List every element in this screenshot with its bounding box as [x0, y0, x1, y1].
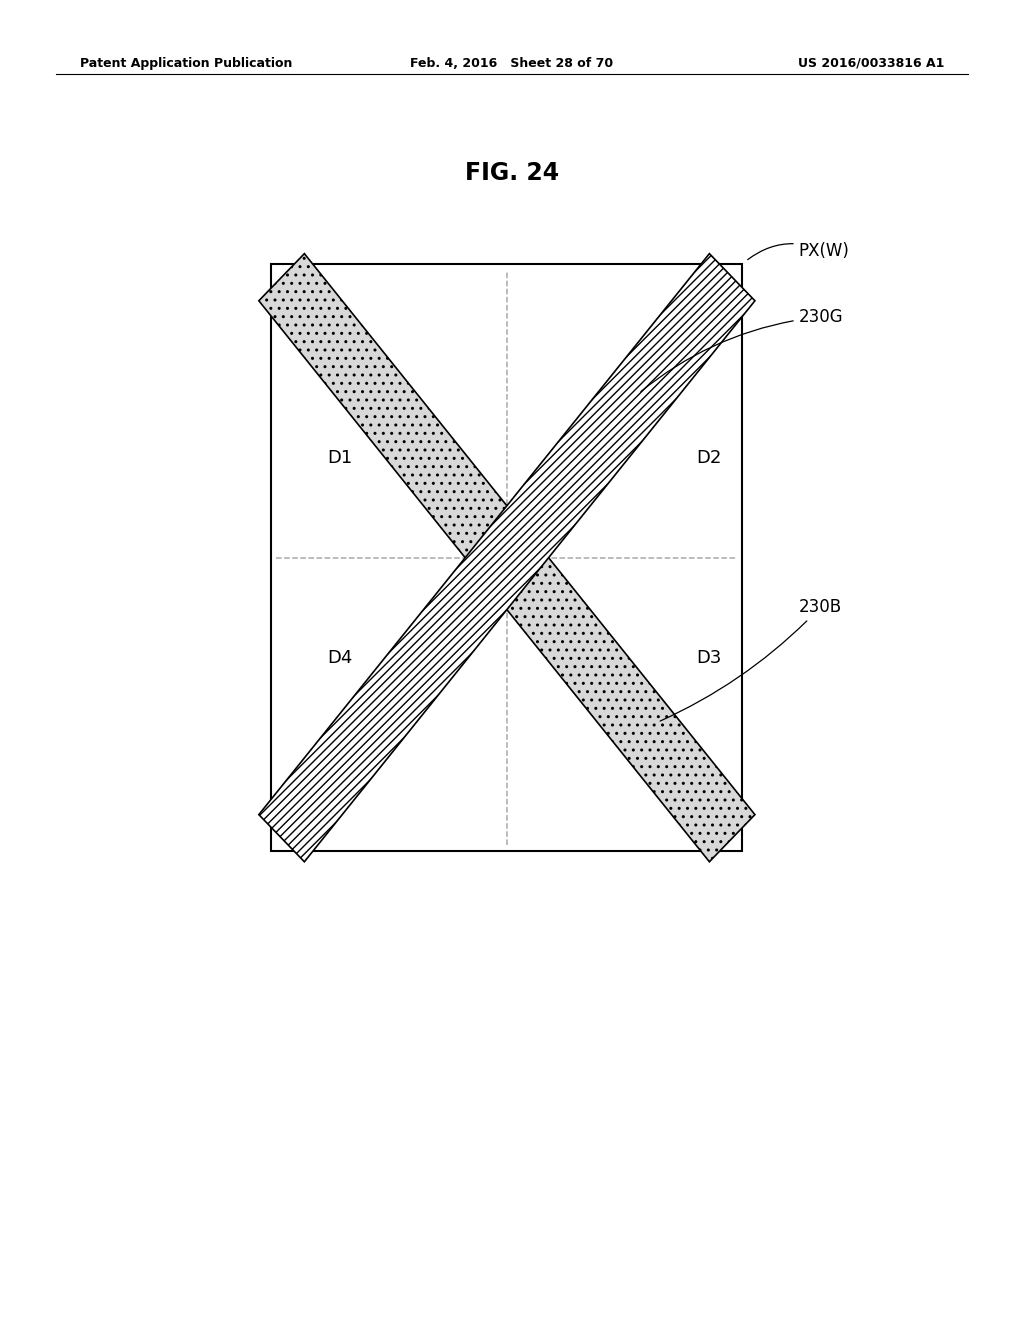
Text: FIG. 24: FIG. 24: [465, 161, 559, 185]
Text: D1: D1: [328, 449, 353, 467]
Text: PX(W): PX(W): [748, 242, 850, 260]
Text: D4: D4: [328, 648, 353, 667]
Bar: [271, 264, 742, 851]
Text: Patent Application Publication: Patent Application Publication: [80, 57, 292, 70]
Text: D3: D3: [696, 648, 722, 667]
Polygon shape: [259, 253, 755, 862]
Text: D2: D2: [696, 449, 722, 467]
Text: 230B: 230B: [660, 598, 842, 721]
Text: 230G: 230G: [641, 308, 844, 392]
Text: US 2016/0033816 A1: US 2016/0033816 A1: [798, 57, 944, 70]
Polygon shape: [259, 253, 755, 862]
Text: Feb. 4, 2016   Sheet 28 of 70: Feb. 4, 2016 Sheet 28 of 70: [411, 57, 613, 70]
